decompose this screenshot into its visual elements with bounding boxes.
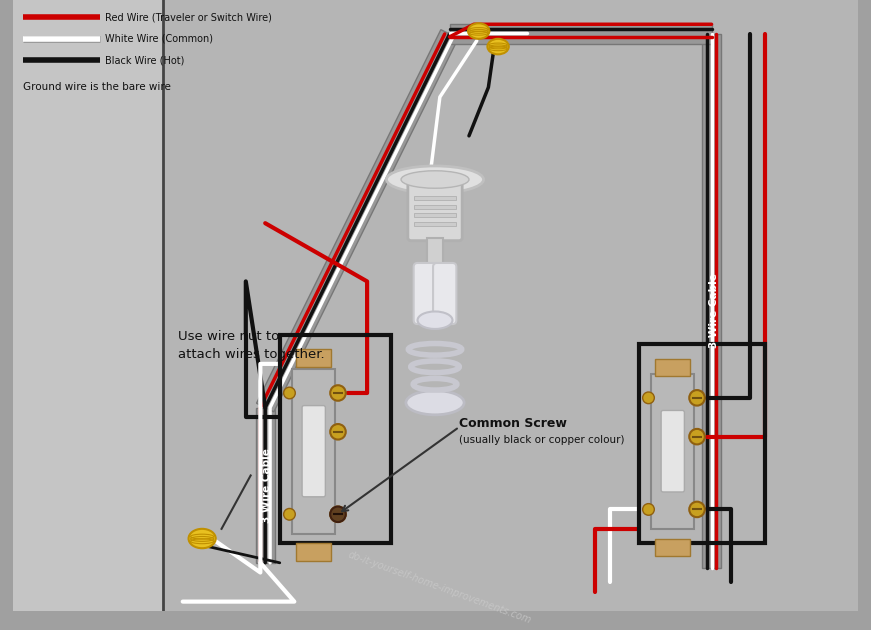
Circle shape xyxy=(643,392,654,404)
Text: White Wire (Common): White Wire (Common) xyxy=(105,34,213,44)
Bar xyxy=(655,539,690,556)
Ellipse shape xyxy=(417,311,452,329)
Circle shape xyxy=(643,503,654,515)
Text: Use wire nut to
attach wires together.: Use wire nut to attach wires together. xyxy=(178,330,325,361)
Circle shape xyxy=(330,507,346,522)
Ellipse shape xyxy=(401,171,469,188)
FancyBboxPatch shape xyxy=(302,406,326,497)
Bar xyxy=(652,374,694,529)
Polygon shape xyxy=(255,408,275,563)
Text: (usually black or copper colour): (usually black or copper colour) xyxy=(459,435,625,445)
Circle shape xyxy=(689,390,705,406)
Bar xyxy=(414,205,456,209)
Circle shape xyxy=(284,508,295,520)
Bar xyxy=(638,345,765,544)
FancyBboxPatch shape xyxy=(408,181,463,241)
FancyBboxPatch shape xyxy=(661,411,685,492)
FancyBboxPatch shape xyxy=(414,263,437,324)
Ellipse shape xyxy=(468,23,490,39)
Circle shape xyxy=(330,424,346,440)
Circle shape xyxy=(689,429,705,444)
Text: Red Wire (Traveler or Switch Wire): Red Wire (Traveler or Switch Wire) xyxy=(105,13,272,23)
Bar xyxy=(414,196,456,200)
Bar xyxy=(414,214,456,217)
Circle shape xyxy=(689,501,705,517)
Ellipse shape xyxy=(406,391,464,415)
Circle shape xyxy=(330,507,346,522)
Text: Ground wire is the bare wire: Ground wire is the bare wire xyxy=(23,83,171,93)
Bar xyxy=(655,359,690,377)
Polygon shape xyxy=(702,34,721,568)
Text: do-it-yourself-home-improvements.com: do-it-yourself-home-improvements.com xyxy=(347,549,533,625)
Text: 3 Wire Cable: 3 Wire Cable xyxy=(262,448,272,523)
Ellipse shape xyxy=(488,39,509,54)
Text: 3 Wire Cable: 3 Wire Cable xyxy=(708,273,719,348)
FancyBboxPatch shape xyxy=(433,263,456,324)
Bar xyxy=(164,0,858,611)
Bar xyxy=(428,238,442,267)
Bar xyxy=(296,544,331,561)
Text: Common Screw: Common Screw xyxy=(459,417,567,430)
Text: Black Wire (Hot): Black Wire (Hot) xyxy=(105,55,185,65)
Circle shape xyxy=(284,387,295,399)
Bar xyxy=(13,0,164,611)
Circle shape xyxy=(330,385,346,401)
Polygon shape xyxy=(256,30,458,412)
Bar xyxy=(296,349,331,367)
Bar xyxy=(293,369,335,534)
Polygon shape xyxy=(449,25,712,43)
Bar xyxy=(280,335,391,544)
Bar xyxy=(414,222,456,226)
Ellipse shape xyxy=(387,166,483,193)
Ellipse shape xyxy=(188,529,216,548)
